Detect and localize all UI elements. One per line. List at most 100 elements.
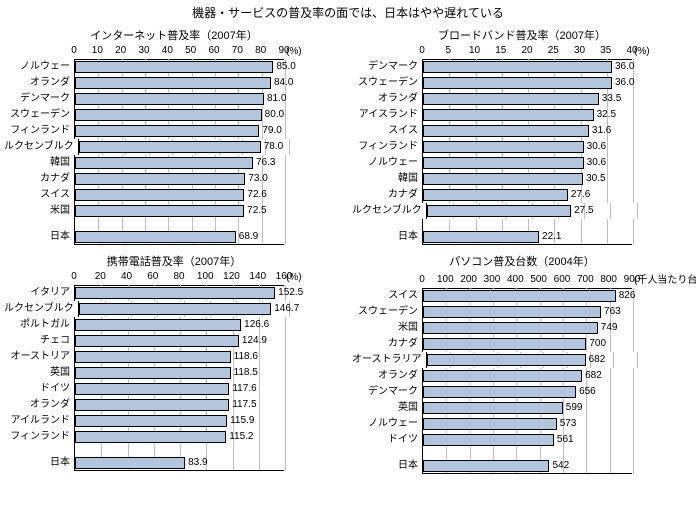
row-label: オランダ bbox=[352, 368, 422, 384]
plot-cell: 115.9 bbox=[74, 413, 284, 429]
bar-row: デンマーク81.0 bbox=[4, 91, 344, 107]
bar-value: 31.6 bbox=[589, 123, 611, 139]
plot-cell bbox=[74, 445, 284, 455]
axis-tick: 25 bbox=[548, 45, 559, 56]
row-label: 韓国 bbox=[4, 155, 74, 171]
row-label: スウェーデン bbox=[4, 107, 74, 123]
bar-row: 英国599 bbox=[352, 400, 692, 416]
row-label: 日本 bbox=[352, 458, 422, 474]
bar bbox=[423, 402, 563, 414]
bar-row: ルクセンブルク27.5 bbox=[352, 203, 692, 219]
bar bbox=[75, 335, 239, 347]
axis-tick: 0 bbox=[419, 274, 425, 285]
plot-cell: 30.5 bbox=[422, 171, 632, 187]
bar-value: 700 bbox=[586, 336, 606, 352]
bar bbox=[423, 125, 589, 137]
row-label: 日本 bbox=[4, 455, 74, 471]
row-label: ノルウェー bbox=[4, 59, 74, 75]
bar bbox=[423, 322, 598, 334]
row-label: フィンランド bbox=[4, 429, 74, 445]
bar bbox=[423, 93, 599, 105]
bar-row: 英国 118.5 bbox=[4, 365, 344, 381]
axis-tick: 60 bbox=[147, 271, 158, 282]
bar-row: カナダ73.0 bbox=[4, 171, 344, 187]
plot-cell: 33.5 bbox=[422, 91, 632, 107]
row-label: ドイツ bbox=[4, 381, 74, 397]
bar bbox=[423, 109, 594, 121]
row-label: 英国 bbox=[4, 365, 74, 381]
axis-scale: 0102030405060708090 bbox=[74, 45, 284, 57]
bar bbox=[423, 290, 616, 302]
axis-tick: 15 bbox=[495, 45, 506, 56]
axis-tick: 300 bbox=[484, 274, 501, 285]
bar-value: 30.6 bbox=[584, 139, 606, 155]
axis-tick: 35 bbox=[600, 45, 611, 56]
bar-value: 84.0 bbox=[271, 75, 293, 91]
chart-grid: インターネット普及率（2007年）0102030405060708090(%)ノ… bbox=[4, 27, 692, 474]
bar-value: 117.5 bbox=[229, 397, 256, 413]
bar-row: スウェーデン80.0 bbox=[4, 107, 344, 123]
bar-row: フィンランド79.0 bbox=[4, 123, 344, 139]
gap-row bbox=[4, 445, 344, 455]
axis-tick: 20 bbox=[95, 271, 106, 282]
bar-value: 72.5 bbox=[244, 203, 266, 219]
bar bbox=[75, 457, 185, 469]
bar-value: 36.0 bbox=[612, 59, 634, 75]
bar bbox=[423, 189, 568, 201]
plot-cell: 68.9 bbox=[74, 229, 284, 245]
row-label: アイスランド bbox=[352, 107, 422, 123]
bar-value: 656 bbox=[576, 384, 596, 400]
bar bbox=[75, 205, 244, 217]
row-label: 韓国 bbox=[352, 171, 422, 187]
plot-cell: 83.9 bbox=[74, 455, 284, 471]
bar-value: 118.5 bbox=[231, 365, 258, 381]
row-label: イタリア bbox=[4, 285, 74, 301]
bar-row: ルクセンブルク146.7 bbox=[4, 301, 344, 317]
plot-cell: 30.6 bbox=[422, 155, 632, 171]
row-label bbox=[352, 219, 422, 229]
row-label: フィンランド bbox=[352, 139, 422, 155]
plot-cell: 22.1 bbox=[422, 229, 632, 245]
bar bbox=[75, 351, 231, 363]
row-label: 英国 bbox=[352, 400, 422, 416]
bar-row: ノルウェー30.6 bbox=[352, 155, 692, 171]
bar bbox=[423, 231, 539, 243]
bar bbox=[75, 157, 253, 169]
bar-row: オランダ33.5 bbox=[352, 91, 692, 107]
plot-cell: 84.0 bbox=[74, 75, 284, 91]
plot-cell: 656 bbox=[422, 384, 632, 400]
bar-row: チェコ124.9 bbox=[4, 333, 344, 349]
bar-value: 126.6 bbox=[241, 317, 269, 333]
plot-cell: 85.0 bbox=[74, 59, 284, 75]
plot-cell bbox=[74, 219, 284, 229]
chart-rows: ノルウェー85.0オランダ84.0デンマーク81.0スウェーデン80.0フィンラ… bbox=[4, 59, 344, 245]
bar bbox=[75, 93, 264, 105]
bar-row: オランダ682 bbox=[352, 368, 692, 384]
bar-value: 83.9 bbox=[185, 455, 207, 471]
bar bbox=[75, 231, 236, 243]
axis-tick: 80 bbox=[173, 271, 184, 282]
main-title: 機器・サービスの普及率の面では、日本はやや遅れている bbox=[4, 4, 692, 21]
axis-tick: 40 bbox=[121, 271, 132, 282]
row-label bbox=[4, 445, 74, 455]
bar-value: 124.9 bbox=[239, 333, 267, 349]
bar-value: 30.5 bbox=[583, 171, 605, 187]
bar-value: 749 bbox=[598, 320, 618, 336]
bar-row: 日本22.1 bbox=[352, 229, 692, 245]
bar bbox=[423, 418, 557, 430]
axis-tick: 20 bbox=[115, 45, 126, 56]
plot-cell: 81.0 bbox=[74, 91, 284, 107]
plot-cell: 80.0 bbox=[74, 107, 284, 123]
bar-value: 115.9 bbox=[227, 413, 254, 429]
plot-cell: 599 bbox=[422, 400, 632, 416]
bar-row: デンマーク36.0 bbox=[352, 59, 692, 75]
bar-value: 763 bbox=[601, 304, 621, 320]
axis-tick: 30 bbox=[574, 45, 585, 56]
bar bbox=[75, 431, 226, 443]
bar-value: 30.6 bbox=[584, 155, 606, 171]
plot-cell: 561 bbox=[422, 432, 632, 448]
axis-tick: 800 bbox=[600, 274, 617, 285]
row-label: フィンランド bbox=[4, 123, 74, 139]
row-label: オランダ bbox=[352, 91, 422, 107]
row-label: ポルトガル bbox=[4, 317, 74, 333]
